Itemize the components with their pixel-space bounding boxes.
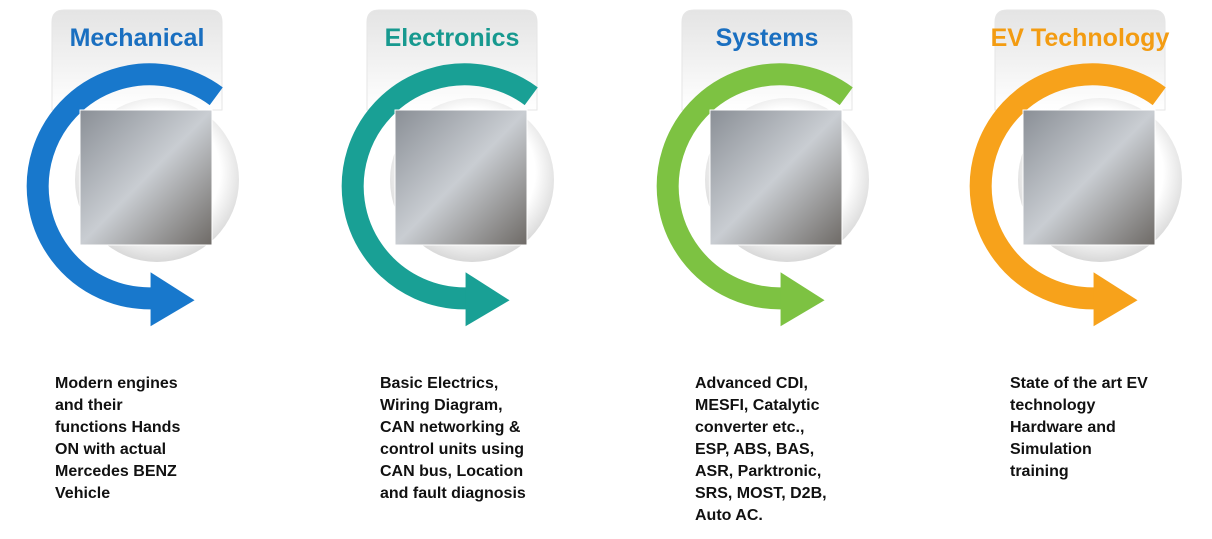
- photo: [395, 110, 527, 245]
- step-description: ASR, Parktronic,: [695, 463, 821, 480]
- photo: [80, 110, 212, 245]
- step-description: Vehicle: [55, 485, 110, 502]
- cycle-arrow: [1094, 272, 1138, 326]
- step-description: Hardware and: [1010, 419, 1116, 436]
- step-card: Mechanical Modern engines and their functio…: [38, 10, 239, 502]
- step-description: Wiring Diagram,: [380, 397, 503, 414]
- step-card: Electronics Basic Electrics, Wiring Diagra…: [353, 10, 554, 502]
- step-description: functions Hands: [55, 419, 180, 436]
- step-description: converter etc.,: [695, 419, 804, 436]
- step-description: CAN bus, Location: [380, 463, 523, 480]
- step-description: MESFI, Catalytic: [695, 397, 820, 414]
- step-description: ESP, ABS, BAS,: [695, 441, 814, 458]
- step-description: ON with actual: [55, 441, 166, 458]
- step-description: control units using: [380, 441, 524, 458]
- step-description: Mercedes BENZ: [55, 463, 177, 480]
- step-description: and fault diagnosis: [380, 485, 526, 502]
- infographic: Mechanical Modern engines and their functio…: [0, 0, 1212, 539]
- step-description: training: [1010, 463, 1069, 480]
- photo: [710, 110, 842, 245]
- step-description: Basic Electrics,: [380, 375, 498, 392]
- step-card: EV Technology State of the art EV technolo…: [981, 10, 1182, 480]
- step-description: technology: [1010, 397, 1095, 414]
- step-description: and their: [55, 397, 123, 414]
- step-description: Simulation: [1010, 441, 1092, 458]
- step-card: Systems Advanced CDI, MESFI, Catalytic conv…: [668, 10, 869, 524]
- step-title: Mechanical: [70, 24, 205, 52]
- photo: [1023, 110, 1155, 245]
- cycle-arrow: [781, 272, 825, 326]
- step-description: CAN networking &: [380, 419, 521, 436]
- cycle-arrow: [466, 272, 510, 326]
- step-title: EV Technology: [991, 24, 1170, 52]
- step-description: SRS, MOST, D2B,: [695, 485, 827, 502]
- cycle-arrow: [151, 272, 195, 326]
- step-title: Systems: [716, 24, 819, 52]
- step-description: State of the art EV: [1010, 375, 1148, 392]
- step-description: Modern engines: [55, 375, 178, 392]
- step-description: Advanced CDI,: [695, 375, 808, 392]
- step-description: Auto AC.: [695, 507, 763, 524]
- step-title: Electronics: [385, 24, 520, 52]
